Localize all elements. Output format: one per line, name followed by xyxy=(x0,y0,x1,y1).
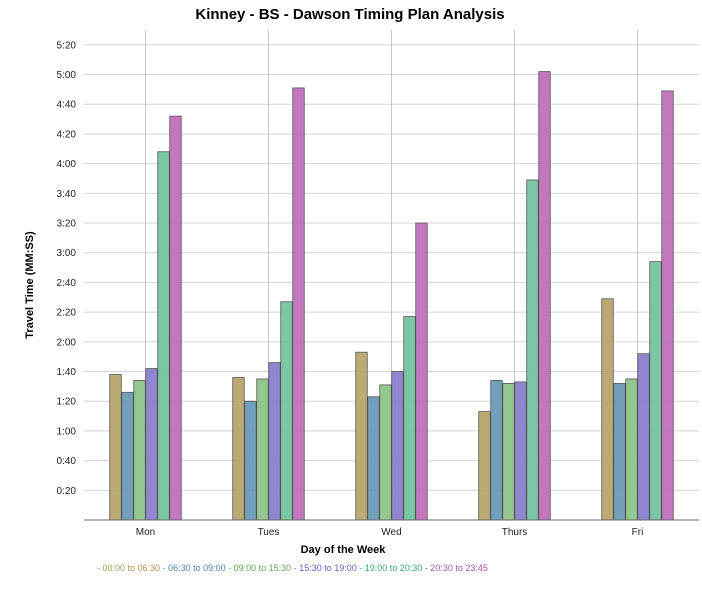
bar xyxy=(157,151,170,521)
gridlines xyxy=(84,30,699,520)
y-tick-label: 1:40 xyxy=(57,367,77,378)
bar xyxy=(391,371,404,521)
y-tick-label: 5:20 xyxy=(57,40,77,51)
bar xyxy=(490,380,503,521)
legend-item: - 06:30 to 09:00 xyxy=(160,563,226,573)
y-tick-label: 1:00 xyxy=(57,426,77,437)
y-tick-label: 4:40 xyxy=(57,100,77,111)
bar xyxy=(625,378,638,521)
legend-item: - 15:30 to 19:00 xyxy=(291,563,357,573)
y-axis-ticks: 0:20 0:40 1:00 1:20 1:40 2:00 2:20 2:40 3:00 3:20… xyxy=(57,40,77,496)
y-tick-label: 1:20 xyxy=(57,397,77,408)
y-tick-label: 2:00 xyxy=(57,337,77,348)
legend-item: - 09:00 to 15:30 xyxy=(226,563,292,573)
bar xyxy=(244,400,257,521)
bar xyxy=(121,391,134,521)
bar xyxy=(502,382,515,521)
x-tick-label: Tues xyxy=(258,527,280,538)
y-tick-label: 0:40 xyxy=(57,456,77,467)
bar xyxy=(538,71,551,521)
bar xyxy=(637,353,650,521)
bar xyxy=(256,378,269,521)
bar xyxy=(109,374,122,521)
bar xyxy=(661,90,674,521)
x-axis-ticks: Mon Tues Wed Thurs Fri xyxy=(136,527,644,538)
y-tick-label: 0:20 xyxy=(57,486,77,497)
bar xyxy=(613,382,626,521)
x-tick-label: Wed xyxy=(381,527,401,538)
y-tick-label: 2:40 xyxy=(57,278,77,289)
bar xyxy=(367,396,380,521)
bar xyxy=(649,261,662,521)
bar xyxy=(169,115,182,521)
bar xyxy=(268,362,281,521)
chart-title: Kinney - BS - Dawson Timing Plan Analysi… xyxy=(195,6,504,23)
bar xyxy=(133,380,146,521)
bar xyxy=(355,351,368,521)
legend-item: - 00:00 to 06:30 xyxy=(97,563,160,573)
bar xyxy=(478,411,491,521)
x-tick-label: Fri xyxy=(632,527,644,538)
y-tick-label: 5:00 xyxy=(57,70,77,81)
y-tick-label: 2:20 xyxy=(57,308,77,319)
bar xyxy=(514,381,527,521)
bar xyxy=(403,316,416,521)
x-axis-title: Day of the Week xyxy=(301,544,387,556)
bar xyxy=(601,298,614,521)
legend: - 00:00 to 06:30 - 06:30 to 09:00 - 09:0… xyxy=(97,563,488,573)
bar xyxy=(379,384,392,521)
x-tick-label: Mon xyxy=(136,527,155,538)
y-tick-label: 3:20 xyxy=(57,219,77,230)
bar xyxy=(280,301,293,521)
bar xyxy=(415,222,428,521)
x-tick-label: Thurs xyxy=(502,527,528,538)
bar xyxy=(232,377,245,521)
bars xyxy=(109,71,674,521)
legend-item: - 19:00 to 20:30 xyxy=(357,563,423,573)
y-axis-title: Travel Time (MM:SS) xyxy=(24,231,36,339)
bar xyxy=(292,87,305,521)
y-tick-label: 4:20 xyxy=(57,129,77,140)
y-tick-label: 3:00 xyxy=(57,248,77,259)
bar xyxy=(526,179,539,521)
legend-item: - 20:30 to 23:45 xyxy=(422,563,488,573)
bar xyxy=(145,368,158,521)
y-tick-label: 4:00 xyxy=(57,159,77,170)
y-tick-label: 3:40 xyxy=(57,189,77,200)
